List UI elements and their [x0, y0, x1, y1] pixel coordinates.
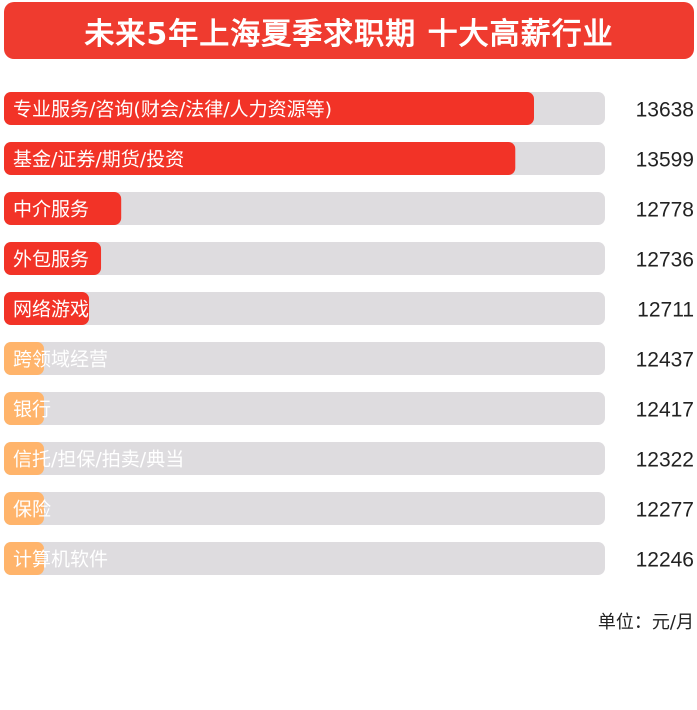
value-label: 12322 — [636, 449, 694, 472]
bar-track — [4, 342, 605, 375]
bar-track — [4, 542, 605, 575]
value-label: 12437 — [636, 349, 694, 372]
bar — [4, 542, 44, 575]
value-label: 12277 — [636, 499, 694, 522]
bar-track — [4, 292, 605, 325]
category-label: 保险 — [13, 499, 51, 521]
category-label: 计算机软件 — [13, 549, 108, 571]
value-label: 12246 — [636, 549, 694, 572]
bar — [4, 192, 122, 225]
category-label: 专业服务/咨询(财会/法律/人力资源等) — [13, 99, 332, 121]
value-label: 12417 — [636, 399, 694, 422]
value-label: 13599 — [636, 149, 694, 172]
category-label: 网络游戏 — [13, 299, 89, 321]
value-label: 13638 — [636, 99, 694, 122]
value-label: 12736 — [636, 249, 694, 272]
bar-track — [4, 192, 605, 225]
category-label: 银行 — [13, 399, 51, 421]
unit-note: 单位：元/月 — [597, 612, 694, 633]
bar — [4, 392, 44, 425]
bar — [4, 92, 534, 125]
value-label: 12711 — [637, 299, 694, 322]
bar — [4, 342, 44, 375]
category-label: 跨领域经营 — [13, 349, 108, 371]
bar-track — [4, 442, 605, 475]
bar-track — [4, 242, 605, 275]
category-label: 外包服务 — [13, 249, 89, 271]
bar — [4, 142, 516, 175]
bar — [4, 492, 44, 525]
bar — [4, 242, 102, 275]
category-label: 信托/担保/拍卖/典当 — [13, 449, 184, 471]
bar — [4, 292, 90, 325]
bar-track — [4, 492, 605, 525]
category-label: 基金/证券/期货/投资 — [13, 149, 184, 171]
title-banner: 未来5年上海夏季求职期 十大高薪行业 — [4, 2, 694, 59]
bar-track — [4, 392, 605, 425]
category-label: 中介服务 — [13, 199, 89, 221]
bar — [4, 442, 44, 475]
value-label: 12778 — [636, 199, 694, 222]
chart-title: 未来5年上海夏季求职期 十大高薪行业 — [84, 16, 614, 52]
